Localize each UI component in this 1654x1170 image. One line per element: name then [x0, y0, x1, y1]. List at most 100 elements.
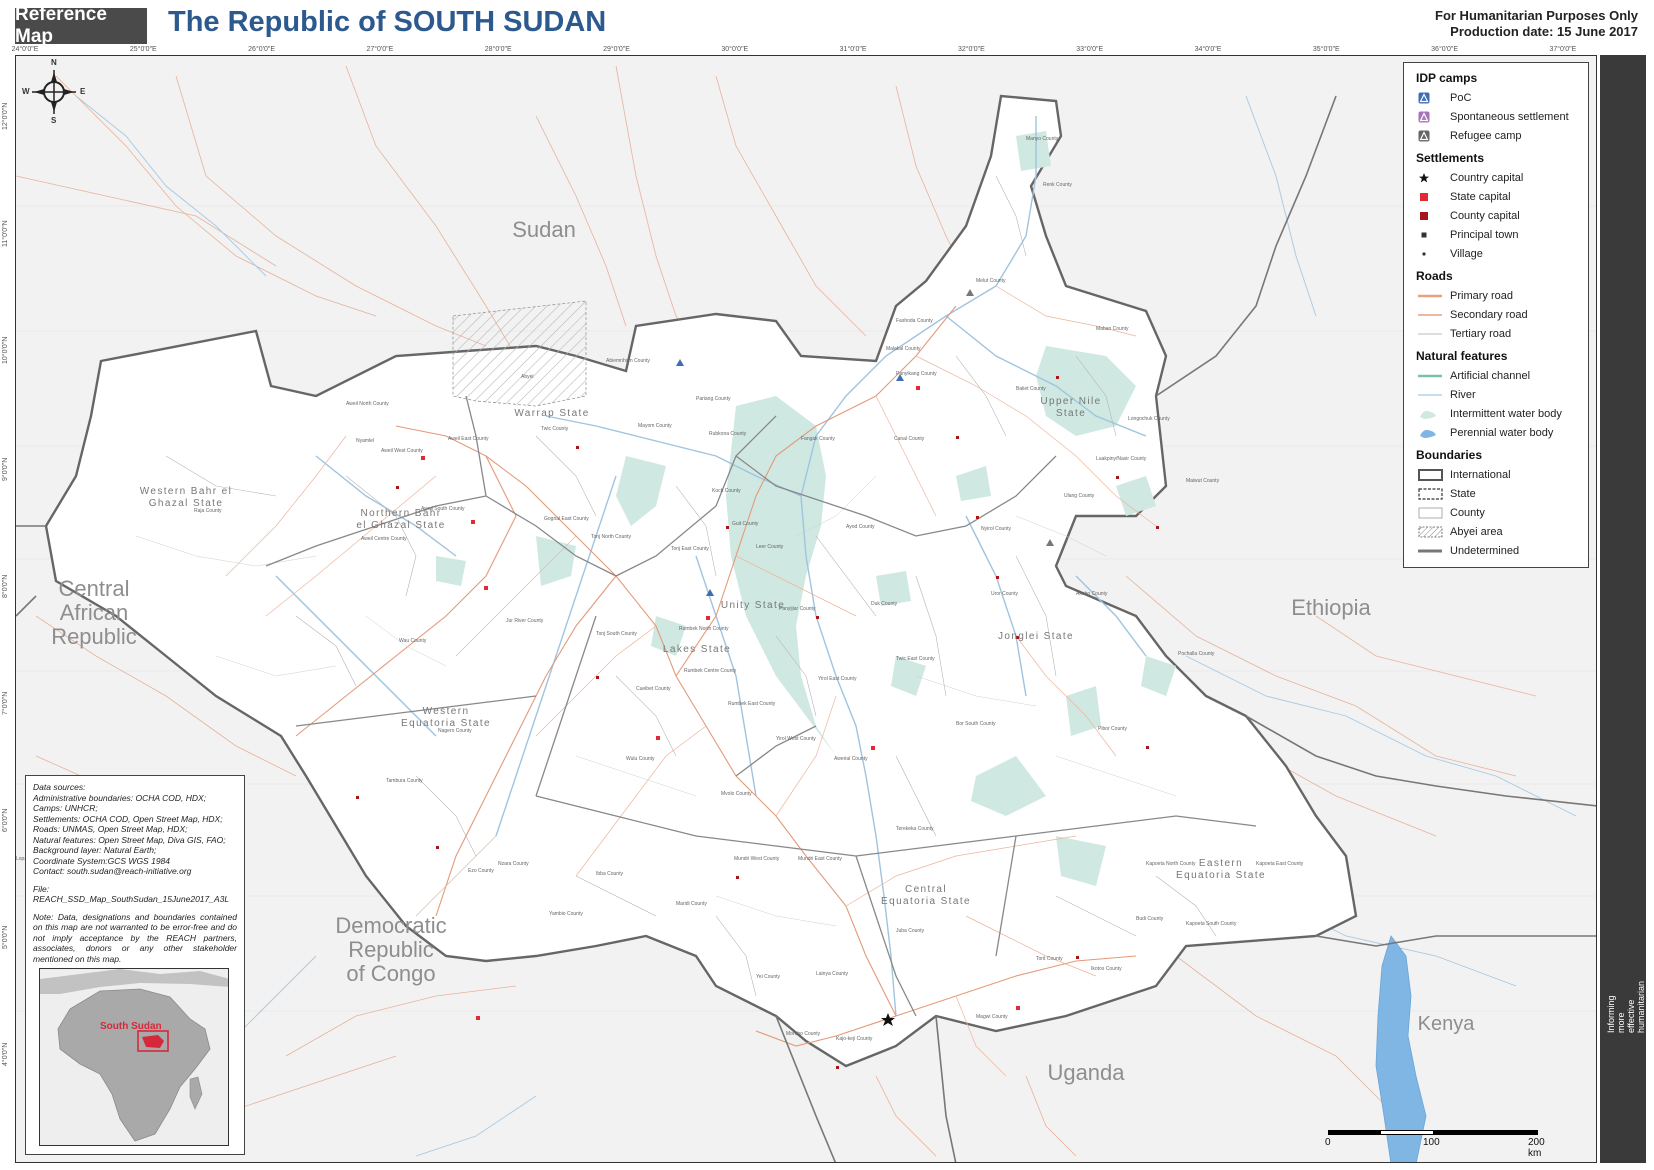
abyei-area: [452, 300, 587, 407]
county-label: Ulang County: [1064, 493, 1095, 499]
legend-label: PoC: [1450, 91, 1472, 104]
county-label: Jur River County: [506, 618, 544, 624]
county-label: Tonj North County: [591, 534, 632, 540]
longitude-label: 32°0'0"E: [957, 46, 985, 53]
county-label: Rumbek Centre County: [684, 668, 737, 674]
state-boundaries: [265, 395, 1257, 1017]
county-label: Kajo-keji County: [836, 1036, 873, 1042]
legend-label: State capital: [1450, 190, 1511, 203]
state-label-warrap: Warrap State: [514, 408, 590, 419]
county-label: Morobo County: [786, 1031, 821, 1037]
sources-line: Camps: UNHCR;: [33, 803, 98, 813]
lake-turkana: [1375, 935, 1427, 1162]
county-label: Kapoeta East County: [1256, 861, 1304, 867]
sources-contact: Contact: south.sudan@reach-initiative.or…: [33, 866, 192, 876]
county-label: Pibor County: [1098, 726, 1127, 732]
legend-item: Tertiary road: [1416, 324, 1576, 343]
scale-end: 200 km: [1528, 1137, 1545, 1159]
county-label: Mundri West County: [734, 856, 780, 862]
production-date: Production date: 15 June 2017: [1450, 24, 1638, 39]
county-label: Awerial County: [834, 756, 868, 762]
county-label: Mundri East County: [798, 856, 842, 862]
data-sources-box: Data sources: Administrative boundaries:…: [25, 775, 245, 1155]
intermittent-water-icon: [1416, 407, 1450, 421]
legend-label: Artificial channel: [1450, 369, 1531, 382]
artificial-channel-icon: [1416, 369, 1450, 383]
compass-rose: N S W E: [22, 58, 86, 126]
legend-item: Principal town: [1416, 225, 1576, 244]
county-label: Maban County: [1096, 326, 1129, 332]
country-capital: [881, 1013, 895, 1026]
legend-label: Perennial water body: [1450, 426, 1554, 439]
county-label: Kapoeta South County: [1186, 921, 1237, 927]
legend-label: Secondary road: [1450, 308, 1528, 321]
longitude-label: 25°0'0"E: [129, 46, 157, 53]
county-label: Nyirol County: [981, 526, 1012, 532]
county-label: Koch County: [712, 488, 741, 494]
scale-bar: 0 100 200 km: [1325, 1130, 1550, 1160]
legend-label: Refugee camp: [1450, 129, 1522, 142]
state-capital: [471, 520, 475, 524]
county-label: Nagero County: [438, 728, 472, 734]
county-label: Twic East County: [896, 656, 935, 662]
county-label: Raja County: [194, 508, 222, 514]
county-label: Tonj East County: [671, 546, 709, 552]
county-label: Magwi County: [976, 1014, 1008, 1020]
county-label: Twic County: [541, 426, 569, 432]
legend-item: County capital: [1416, 206, 1576, 225]
legend-item: Village: [1416, 244, 1576, 263]
legend-label: International: [1450, 468, 1511, 481]
longitude-label: 24°0'0"E: [11, 46, 39, 53]
county-label: Canal County: [894, 436, 925, 442]
latitude-label: 10°0'0"N: [2, 336, 9, 364]
longitude-label: 35°0'0"E: [1312, 46, 1340, 53]
county-label: Pochalla County: [1178, 651, 1215, 657]
county-label: Renk County: [1043, 182, 1072, 188]
state-label-western-bahr: Western Bahr el Ghazal State: [139, 486, 233, 509]
state-label-upper-nile: Upper Nile State: [1040, 396, 1102, 419]
county-label: Luakpiny/Nasir County: [1096, 456, 1147, 462]
tertiary-road-icon: [1416, 327, 1450, 341]
state-label-central-equatoria: Central Equatoria State: [881, 884, 971, 907]
state-boundary-icon: [1416, 487, 1450, 501]
secondary-roads: [225, 285, 1157, 1077]
latitude-label: 8°0'0"N: [2, 574, 9, 598]
county-label: Ikotos County: [1091, 966, 1122, 972]
latitude-label: 7°0'0"N: [2, 691, 9, 715]
legend-item: Abyei area: [1416, 522, 1576, 541]
scale-zero: 0: [1325, 1137, 1331, 1148]
south-sudan-outline: [44, 94, 1358, 1068]
county-label: Abyei: [521, 374, 534, 380]
state-label-unity: Unity State: [720, 600, 786, 611]
legend-item: State capital: [1416, 187, 1576, 206]
compass-icon: [32, 70, 76, 114]
legend-item: Intermittent water body: [1416, 404, 1576, 423]
legend-title-natural: Natural features: [1416, 349, 1508, 363]
legend-label: Undetermined: [1450, 544, 1520, 557]
secondary-road-icon: [1416, 308, 1450, 322]
compass-e: E: [80, 87, 86, 96]
county-label: Malakal County: [886, 346, 921, 352]
international-boundary-icon: [1416, 468, 1450, 482]
primary-roads: [295, 305, 1137, 1047]
reference-map-badge: Reference Map: [15, 4, 147, 47]
map-canvas[interactable]: Sudan Central African Republic Ethiopia …: [15, 55, 1597, 1163]
county-label: Fashoda County: [896, 318, 933, 324]
poc-icon: [1416, 91, 1450, 105]
poc-marker: [676, 359, 684, 366]
compass-s: S: [51, 116, 57, 125]
longitude-label: 26°0'0"E: [248, 46, 276, 53]
legend-label: Abyei area: [1450, 525, 1503, 538]
sources-line: Roads: UNMAS, Open Street Map, HDX;: [33, 824, 188, 834]
longitude-label: 30°0'0"E: [721, 46, 749, 53]
county-label: Yei County: [756, 974, 780, 980]
legend-label: Intermittent water body: [1450, 407, 1562, 420]
international-boundaries: [16, 95, 1596, 1162]
africa-inset-map: South Sudan: [39, 968, 229, 1146]
latitude-label: 12°0'0"N: [2, 102, 9, 130]
county-label: Uror County: [991, 591, 1018, 597]
longitude-label: 36°0'0"E: [1431, 46, 1459, 53]
legend-title-roads: Roads: [1416, 269, 1453, 283]
country-label-drc: Democratic Republic of Congo: [335, 913, 447, 987]
